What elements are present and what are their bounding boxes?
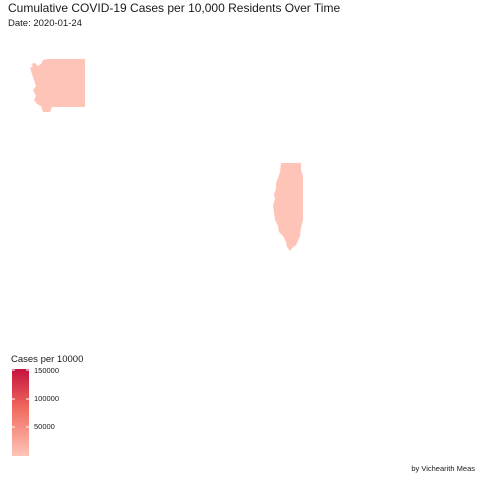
legend-title: Cases per 10000 [11, 354, 84, 365]
legend-colorbar [12, 369, 29, 456]
legend-tick-150000: 150000 [34, 366, 60, 375]
author-caption: by Vichearith Meas [411, 464, 475, 473]
legend-tick-50000: 50000 [34, 422, 55, 431]
state-illinois [273, 163, 303, 251]
legend-tick-100000: 100000 [34, 394, 60, 403]
chart-title: Cumulative COVID-19 Cases per 10,000 Res… [8, 1, 341, 15]
legend: Cases per 10000 150000 100000 50000 [10, 354, 120, 459]
date-subtitle: Date: 2020-01-24 [8, 18, 82, 29]
state-washington [30, 59, 85, 112]
